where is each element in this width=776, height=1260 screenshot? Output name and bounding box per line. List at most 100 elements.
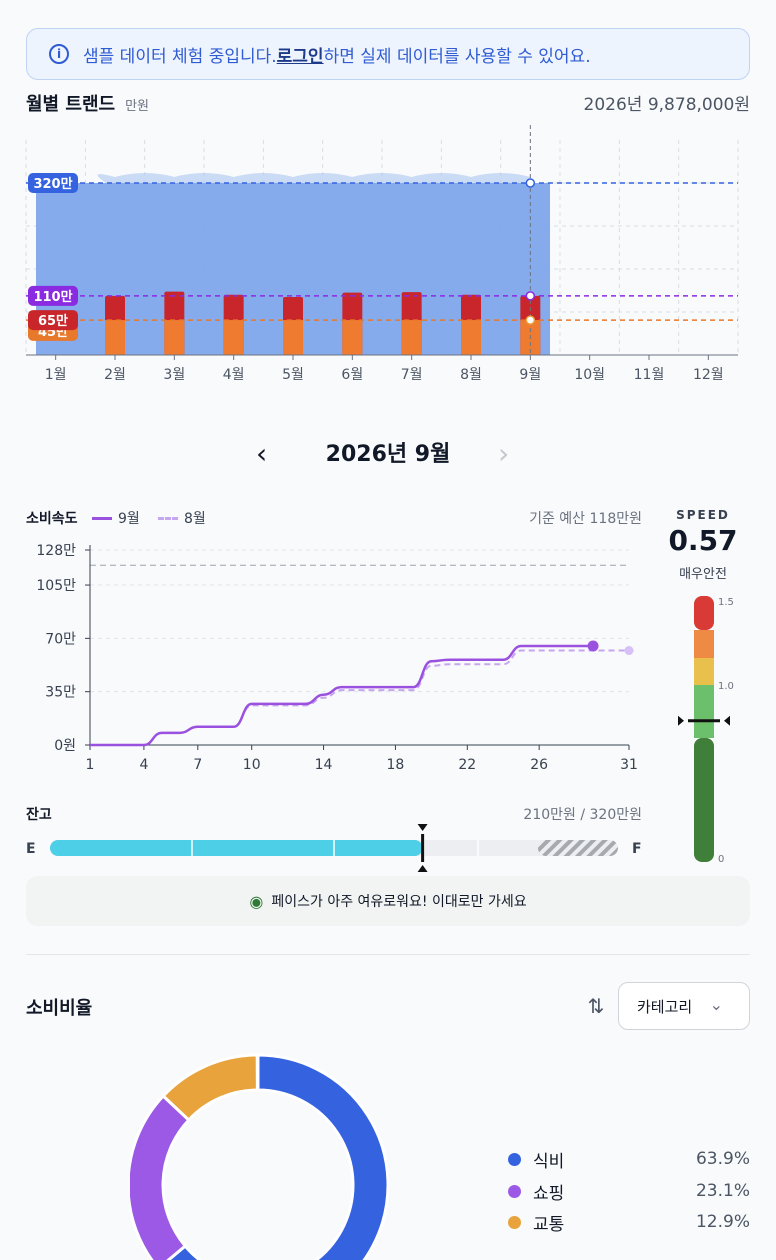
trend-bar-fixed <box>283 320 303 355</box>
series-current <box>90 644 594 747</box>
previous-end-point <box>624 646 634 656</box>
fixed-label-bg <box>28 310 78 331</box>
y-tick-label: 35만 <box>45 685 76 701</box>
legend-dot <box>508 1184 521 1198</box>
fuel-full-label: F <box>632 841 642 857</box>
gauge-pointer-left <box>678 715 684 726</box>
trend-bar-fixed <box>401 320 422 355</box>
gauge-pointer-right <box>724 715 730 726</box>
fuel-empty-label: E <box>26 841 36 857</box>
x-tick-label: 12월 <box>693 367 724 383</box>
x-tick-label: 18 <box>387 757 405 773</box>
speed-value: 0.57 <box>668 524 738 557</box>
pace-message: ◉ 페이스가 아주 여유로워요! 이대로만 가세요 <box>26 876 750 926</box>
gauge-segment <box>694 685 714 738</box>
trend-title: 월별 트랜드 <box>26 94 116 115</box>
monthly-trend-chart[interactable]: 1월 2월 3월 4월 5월 6월 7월 8월 9월 10월 11월 12월45만320만110만65… <box>0 120 776 390</box>
year-total: 2026년 9,878,000원 <box>583 95 750 115</box>
legend-dot <box>508 1215 521 1229</box>
gauge-tick: 1.0 <box>718 681 734 692</box>
x-tick-label: 7월 <box>401 367 423 383</box>
budget-wave <box>97 173 531 183</box>
x-tick-label: 6월 <box>341 367 363 383</box>
x-tick-label: 9월 <box>519 367 541 383</box>
gauge-tick: 0 <box>718 854 724 865</box>
x-tick-label: 7 <box>193 757 202 773</box>
x-tick-label: 4월 <box>223 367 245 383</box>
x-tick-label: 14 <box>315 757 333 773</box>
donut-slice <box>130 1093 191 1260</box>
fixed-label: 65만 <box>38 313 68 329</box>
balance-label: 잔고 <box>26 807 52 823</box>
legend-pct: 23.1% <box>695 1181 750 1201</box>
budget-label: 320만 <box>33 176 72 192</box>
x-tick-label: 11월 <box>634 367 665 383</box>
login-link[interactable]: 로그인 <box>276 46 324 67</box>
sample-data-banner: i 샘플 데이터 체험 중입니다. 로그인 하면 실제 데이터를 사용할 수 있… <box>26 28 750 80</box>
balance-value: 210만원 / 320만원 <box>523 807 642 823</box>
divider <box>26 954 750 955</box>
sort-icon[interactable]: ⇅ <box>587 994 605 1018</box>
gauge-segment <box>694 596 714 630</box>
gauge-tick: 1.5 <box>718 597 734 608</box>
legend-name: 식비 <box>533 1151 565 1172</box>
speed-gauge: 1.5 1.0 0 <box>678 596 734 865</box>
legend-name: 교통 <box>533 1214 565 1235</box>
cursor-point <box>525 178 536 188</box>
x-tick-label: 3월 <box>163 367 185 383</box>
budget-reference: 기준 예산 118만원 <box>529 511 642 527</box>
info-icon: i <box>49 44 69 64</box>
ratio-legend-item: 식비 63.9% <box>508 1147 750 1172</box>
fuel-marker-top <box>417 824 428 831</box>
banner-text-before: 샘플 데이터 체험 중입니다. <box>83 46 277 67</box>
average-label-bg <box>28 285 78 306</box>
legend-current-label: 9월 <box>118 511 140 527</box>
y-tick-label: 70만 <box>45 631 76 647</box>
gauge-segment <box>694 658 714 685</box>
chevron-down-icon: ⌄ <box>709 995 723 1014</box>
legend-previous-month: 8월 <box>158 508 206 528</box>
turtle-icon: ◉ <box>249 891 264 911</box>
series-previous <box>90 649 629 746</box>
current-month: 2026년 9월 <box>325 442 451 467</box>
y-tick-label: 128만 <box>36 543 76 559</box>
y-tick-label: 105만 <box>36 578 76 594</box>
ratio-legend-item: 쇼핑 23.1% <box>508 1179 750 1204</box>
y-tick-label: 0원 <box>54 738 76 754</box>
category-select-value: 카테고리 <box>637 997 693 1016</box>
chevron-left-icon[interactable]: ‹ <box>256 437 268 470</box>
legend-pct: 63.9% <box>695 1149 750 1169</box>
banner-text-after: 하면 실제 데이터를 사용할 수 있어요. <box>323 46 591 67</box>
legend-solid-swatch <box>92 516 112 520</box>
trend-bar-fixed <box>164 320 185 355</box>
ratio-legend-item: 교통 12.9% <box>508 1210 750 1235</box>
trend-bar-fixed <box>461 320 481 355</box>
spending-ratio-donut[interactable] <box>130 1040 410 1260</box>
legend-dot <box>508 1152 521 1166</box>
average-label: 110만 <box>33 289 72 305</box>
gauge-segment <box>694 630 714 658</box>
chevron-right-icon[interactable]: › <box>498 437 510 470</box>
legend-previous-label: 8월 <box>184 511 206 527</box>
fuel-reserve <box>538 840 618 856</box>
donut-slice <box>166 1053 390 1260</box>
legend-dashed-swatch <box>158 516 178 520</box>
category-select[interactable]: 카테고리 ⌄ <box>618 982 750 1030</box>
x-tick-label: 8월 <box>460 367 482 383</box>
trend-header: 월별 트랜드 만원 2026년 9,878,000원 <box>26 90 750 115</box>
x-tick-label: 1 <box>86 757 95 773</box>
trend-bar-fixed <box>342 320 363 355</box>
fuel-marker-bottom <box>417 865 428 872</box>
x-tick-label: 1월 <box>45 367 67 383</box>
budget-label-bg <box>28 173 78 193</box>
x-tick-label: 22 <box>458 757 476 773</box>
speed-label: 소비속도 <box>26 511 78 527</box>
fuel-fill <box>50 840 423 856</box>
legend-current-month: 9월 <box>92 508 140 528</box>
current-end-point <box>587 640 599 652</box>
x-tick-label: 26 <box>530 757 548 773</box>
speed-status: 매우안전 <box>679 567 727 582</box>
trend-bar-fixed <box>223 320 244 355</box>
